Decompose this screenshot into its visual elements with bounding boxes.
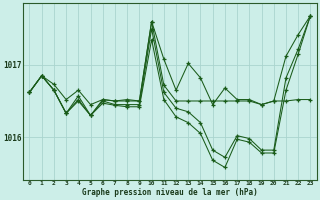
X-axis label: Graphe pression niveau de la mer (hPa): Graphe pression niveau de la mer (hPa) <box>82 188 258 197</box>
